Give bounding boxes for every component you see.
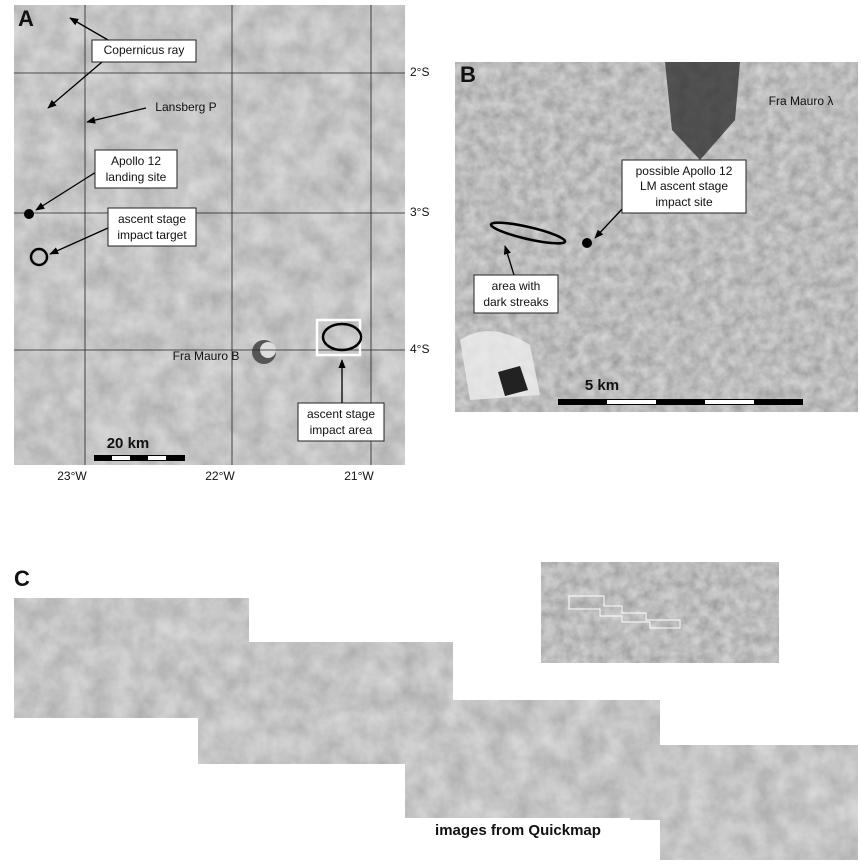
- scale-label: 5 km: [585, 377, 619, 394]
- scale-label: 20 km: [107, 435, 150, 452]
- annotation: impact site: [655, 195, 713, 209]
- figure: A 2°S 3°S 4°S 23°W 22°W 21°W Copernicus …: [0, 0, 861, 867]
- scale-bar: [94, 455, 185, 461]
- annotation: possible Apollo 12: [636, 164, 733, 178]
- panel-a: A 2°S 3°S 4°S 23°W 22°W 21°W Copernicus …: [14, 5, 429, 483]
- panel-label: C: [14, 566, 30, 591]
- annotation: Lansberg P: [155, 100, 216, 114]
- annotation: Fra Mauro λ: [769, 94, 834, 108]
- panel-c: C images from Quickmap: [14, 562, 858, 860]
- panel-label: B: [460, 62, 476, 87]
- longitude-label: 21°W: [344, 469, 374, 483]
- longitude-label: 23°W: [57, 469, 87, 483]
- caption: images from Quickmap: [435, 822, 601, 839]
- annotation: ascent stage: [307, 407, 375, 421]
- mosaic-image: [660, 745, 858, 860]
- annotation: Copernicus ray: [104, 43, 185, 57]
- mosaic-image: [405, 700, 660, 820]
- latitude-label: 2°S: [410, 65, 429, 79]
- longitude-label: 22°W: [205, 469, 235, 483]
- map-image: [14, 5, 405, 465]
- annotation: impact area: [310, 423, 373, 437]
- annotation: landing site: [106, 170, 167, 184]
- landing-site: [24, 209, 34, 219]
- annotation: Fra Mauro B: [173, 349, 240, 363]
- panel-label: A: [18, 6, 34, 31]
- panel-b: B Fra Mauro λ possible Apollo 12 LM asce…: [455, 62, 858, 412]
- latitude-label: 3°S: [410, 205, 429, 219]
- context-image: [541, 562, 779, 663]
- latitude-label: 4°S: [410, 342, 429, 356]
- impact-site: [582, 238, 592, 248]
- annotation: LM ascent stage: [640, 179, 728, 193]
- scale-bar: [558, 399, 803, 405]
- annotation: Apollo 12: [111, 154, 161, 168]
- annotation: area with: [492, 279, 541, 293]
- annotation: dark streaks: [483, 295, 548, 309]
- annotation: impact target: [117, 228, 187, 242]
- annotation: ascent stage: [118, 212, 186, 226]
